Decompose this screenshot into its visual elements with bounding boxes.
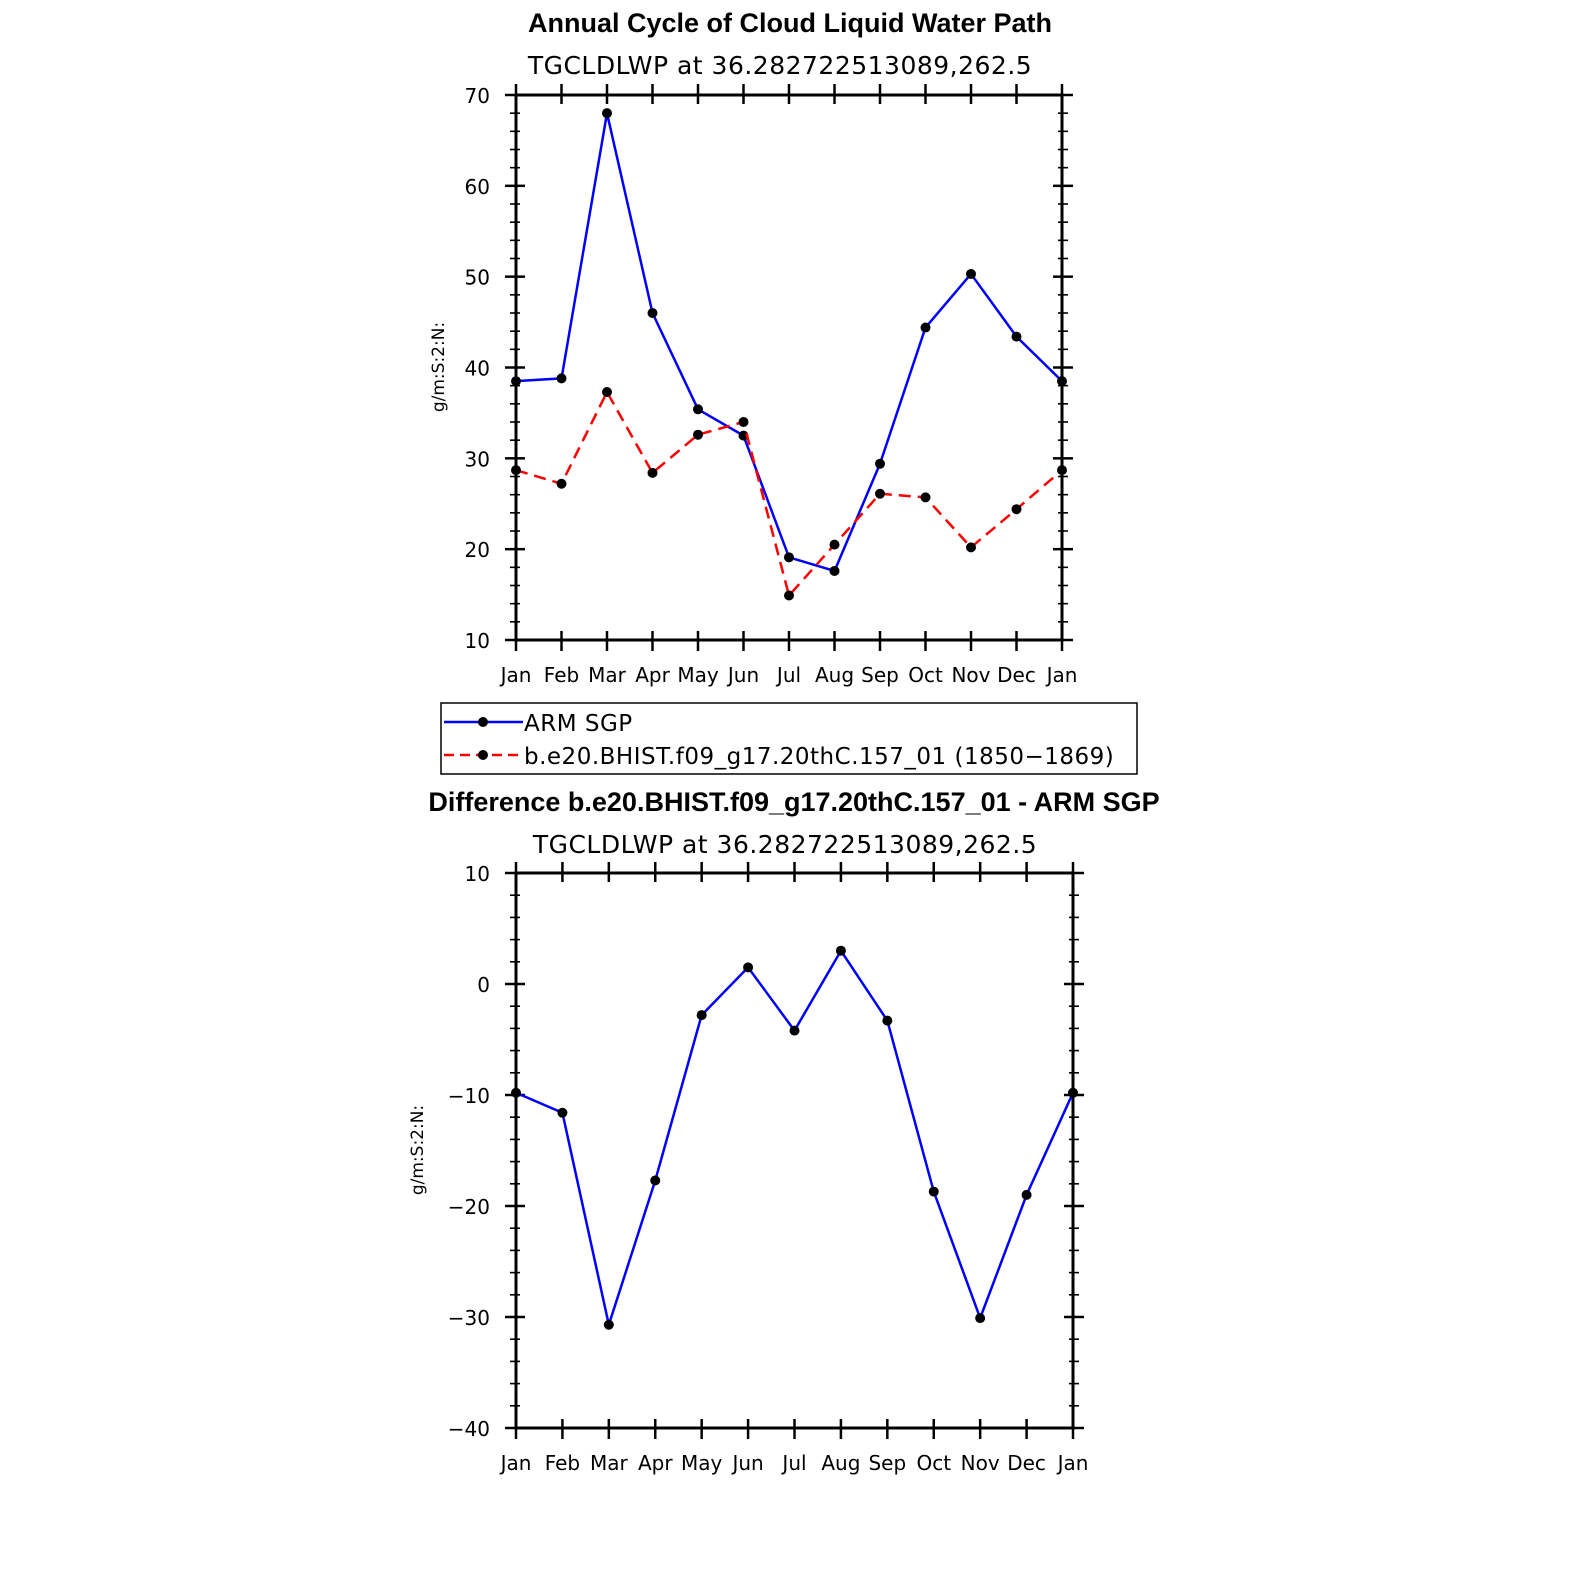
bottom-series-0-point [835, 945, 846, 956]
top-series-0-point [875, 458, 885, 469]
bottom-y-tick-label: 0 [477, 973, 490, 997]
bottom-y-tick-label: −10 [448, 1084, 490, 1108]
bottom-series-0-point [789, 1025, 800, 1036]
legend-marker-model [478, 750, 488, 760]
bottom-series-0-point [603, 1319, 614, 1330]
top-series-0-point [738, 430, 749, 441]
top-series-0-point [693, 404, 703, 415]
bottom-x-tick-label: Jul [780, 1451, 806, 1475]
top-y-tick-label: 70 [465, 84, 490, 108]
top-series-1-point [738, 417, 749, 427]
bottom-series-line-0 [515, 949, 1075, 1327]
top-series-0-point [602, 108, 612, 119]
top-series-0-point [966, 268, 976, 279]
top-series-1-point [511, 465, 521, 476]
top-series-0-point [647, 308, 658, 318]
top-series-0-point [511, 376, 521, 387]
legend-marker-arm-sgp [478, 717, 488, 727]
top-series-1-point [647, 467, 658, 478]
bottom-chart-title: Difference b.e20.BHIST.f09_g17.20thC.157… [428, 787, 1159, 817]
bottom-x-tick-label: Feb [545, 1451, 580, 1475]
bottom-series-0-point [1068, 1087, 1078, 1098]
top-x-tick-label: Jun [726, 663, 759, 687]
bottom-chart-subtitle: TGCLDLWP at 36.282722513089,262.5 [532, 830, 1037, 859]
legend-label-model: b.e20.BHIST.f09_g17.20thC.157_01 (1850−1… [524, 744, 1114, 770]
bottom-x-tick-label: Sep [868, 1451, 906, 1475]
top-series-1-point [920, 492, 931, 503]
bottom-x-tick-label: Jan [1056, 1451, 1089, 1475]
top-x-tick-label: Jan [1045, 663, 1078, 687]
top-y-tick-label: 60 [465, 175, 490, 199]
bottom-x-tick-label: Jun [730, 1451, 763, 1475]
top-y-tick-label: 20 [465, 538, 490, 562]
top-series-1-point [1057, 465, 1067, 476]
top-series-0-point [920, 322, 931, 333]
bottom-x-tick-label: Oct [916, 1451, 951, 1475]
top-x-tick-label: May [677, 663, 719, 687]
top-series-0-point [1057, 376, 1067, 387]
top-panel: Jan Feb Mar Apr May Jun Jul Aug Sep Oct Nov Dec Jan 1… [429, 84, 1077, 687]
bottom-x-tick-label: Mar [590, 1451, 629, 1475]
top-y-tick-label: 30 [465, 447, 490, 471]
top-series-1-point [829, 539, 840, 550]
bottom-y-tick-label: −20 [448, 1195, 490, 1219]
bottom-series-0-point [928, 1186, 939, 1197]
top-series-1-point [693, 429, 703, 440]
bottom-panel: Jan Feb Mar Apr May Jun Jul Aug Sep Oct Nov Dec Jan−… [408, 862, 1088, 1475]
top-x-tick-label: Feb [544, 663, 579, 687]
top-series-1-point [875, 488, 885, 499]
legend-label-arm-sgp: ARM SGP [524, 711, 633, 737]
top-x-tick-label: Mar [588, 663, 627, 687]
bottom-plot-frame [514, 871, 1075, 1430]
bottom-series-0-point [650, 1175, 661, 1186]
bottom-y-tick-label: −40 [448, 1417, 490, 1441]
bottom-y-axis-label: g/m:S:2:N: [408, 1105, 428, 1195]
top-y-tick-label: 10 [465, 629, 490, 653]
top-chart-title: Annual Cycle of Cloud Liquid Water Path [528, 8, 1052, 38]
bottom-y-tick-label: 10 [465, 862, 490, 886]
top-y-tick-label: 50 [465, 266, 490, 290]
legend: ARM SGP b.e20.BHIST.f09_g17.20thC.157_01… [440, 702, 1138, 775]
top-x-tick-label: Jan [499, 663, 532, 687]
bottom-x-tick-label: Aug [821, 1451, 860, 1475]
bottom-x-tick-label: May [681, 1451, 723, 1475]
top-series-1-point [556, 478, 567, 489]
top-series-0-point [556, 373, 567, 384]
top-x-tick-label: Nov [951, 663, 990, 687]
top-chart-subtitle: TGCLDLWP at 36.282722513089,262.5 [527, 51, 1032, 80]
bottom-series-0-point [743, 962, 754, 973]
bottom-series-0-point [975, 1313, 986, 1324]
bottom-x-tick-label: Dec [1007, 1451, 1046, 1475]
top-series-1-point [784, 590, 794, 601]
top-series-line-0 [515, 111, 1063, 573]
bottom-x-tick-label: Jan [499, 1451, 532, 1475]
top-x-tick-label: Jul [775, 663, 801, 687]
bottom-series-0-point [557, 1107, 568, 1118]
top-x-tick-label: Sep [861, 663, 899, 687]
bottom-series-0-point [696, 1010, 707, 1021]
top-x-tick-label: Dec [997, 663, 1036, 687]
bottom-x-tick-label: Apr [638, 1451, 673, 1475]
legend-box [440, 702, 1138, 775]
bottom-series-0-point [1021, 1189, 1032, 1200]
top-series-1-point [602, 387, 612, 398]
top-series-0-point [829, 565, 840, 576]
top-series-1-point [966, 542, 976, 553]
top-series-0-point [784, 552, 794, 563]
top-series-line-1 [515, 390, 1063, 597]
bottom-x-tick-label: Nov [961, 1451, 1000, 1475]
bottom-y-tick-label: −30 [448, 1306, 490, 1330]
top-x-tick-label: Aug [815, 663, 854, 687]
top-y-axis-label: g/m:S:2:N: [429, 322, 449, 412]
bottom-series-0-point [882, 1015, 893, 1026]
top-series-0-point [1011, 331, 1022, 342]
top-y-tick-label: 40 [465, 357, 490, 381]
top-series-1-point [1011, 504, 1022, 515]
top-x-tick-label: Apr [635, 663, 670, 687]
top-x-tick-label: Oct [908, 663, 943, 687]
bottom-series-0-point [511, 1087, 521, 1098]
